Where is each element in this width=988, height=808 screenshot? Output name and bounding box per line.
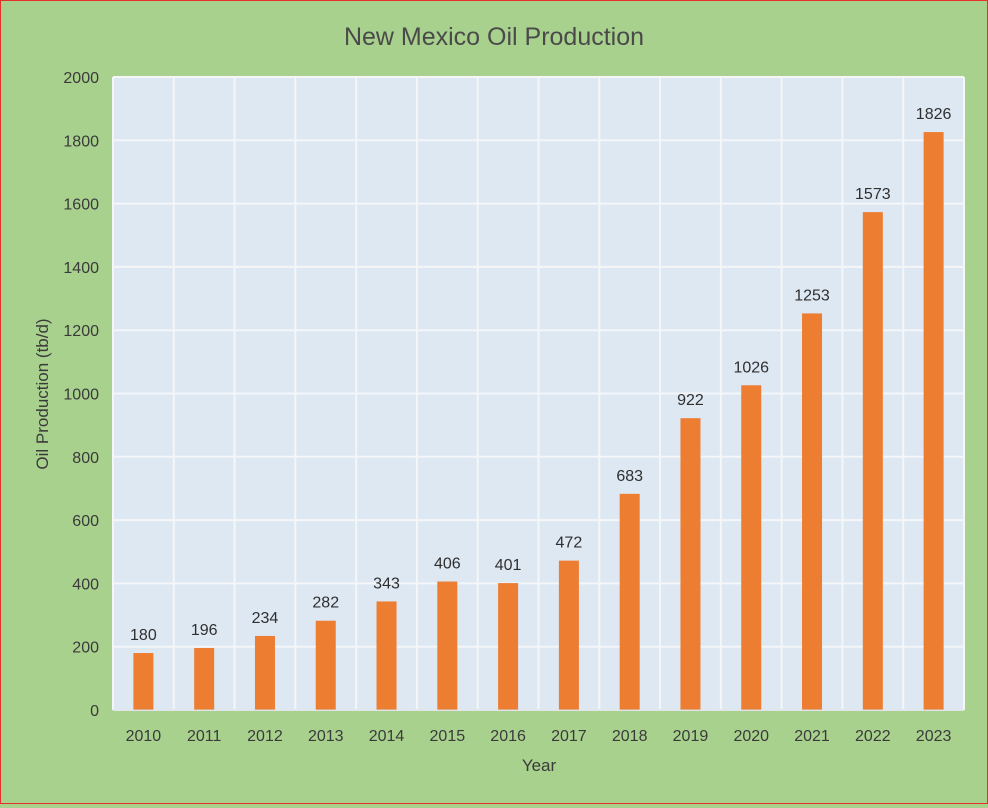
data-label-2022: 1573 — [855, 186, 891, 203]
data-label-2011: 196 — [191, 622, 218, 639]
x-tick-label: 2019 — [673, 728, 709, 745]
y-tick-label: 0 — [90, 703, 99, 720]
data-labels: 180 196 234 282 343 406 401 472 683 922 1026 1253 15… — [130, 106, 951, 644]
chart-title: New Mexico Oil Production — [344, 23, 644, 51]
x-tick-label: 2013 — [308, 728, 344, 745]
bar-2014 — [376, 601, 397, 710]
x-tick-label: 2014 — [369, 728, 405, 745]
data-label-2021: 1253 — [794, 287, 830, 304]
y-tick-label: 1600 — [63, 197, 99, 214]
y-tick-label: 400 — [72, 576, 99, 593]
bar-2011 — [194, 647, 215, 710]
bar-2023 — [923, 132, 944, 711]
x-tick-label: 2020 — [733, 728, 769, 745]
y-axis-ticks: 0 200 400 600 800 1000 1200 1400 1600 1800 2000 — [63, 70, 99, 720]
data-label-2017: 472 — [556, 535, 583, 552]
bars — [133, 132, 944, 711]
bar-2010 — [133, 653, 154, 710]
x-tick-label: 2012 — [247, 728, 283, 745]
bar-2019 — [680, 418, 701, 710]
y-tick-label: 200 — [72, 640, 99, 657]
data-label-2014: 343 — [373, 575, 400, 592]
x-tick-label: 2018 — [612, 728, 648, 745]
gridlines — [112, 76, 965, 711]
bar-2021 — [802, 313, 823, 710]
data-label-2019: 922 — [677, 392, 704, 409]
data-label-2023: 1826 — [916, 106, 952, 123]
bar-2015 — [437, 581, 458, 710]
y-tick-label: 800 — [72, 450, 99, 467]
x-tick-label: 2011 — [187, 728, 222, 745]
y-axis-title: Oil Production (tb/d) — [33, 318, 52, 469]
data-label-2016: 401 — [495, 557, 522, 574]
x-tick-label: 2022 — [855, 728, 891, 745]
data-label-2012: 234 — [252, 610, 279, 627]
bar-2012 — [254, 635, 275, 710]
y-tick-label: 1000 — [63, 387, 99, 404]
data-label-2010: 180 — [130, 627, 157, 644]
data-label-2020: 1026 — [733, 359, 769, 376]
x-axis-ticks: 2010 2011 2012 2013 2014 2015 2016 2017 2018 2019… — [126, 728, 952, 745]
bar-2020 — [741, 385, 762, 710]
x-tick-label: 2023 — [916, 728, 952, 745]
x-tick-label: 2021 — [794, 728, 830, 745]
y-tick-label: 1200 — [63, 323, 99, 340]
y-tick-label: 2000 — [63, 70, 99, 87]
bar-2017 — [558, 560, 579, 710]
y-tick-label: 600 — [72, 513, 99, 530]
x-tick-label: 2015 — [430, 728, 466, 745]
y-tick-label: 1800 — [63, 133, 99, 150]
x-axis-title: Year — [522, 756, 557, 775]
data-label-2018: 683 — [616, 468, 643, 485]
x-tick-label: 2017 — [551, 728, 587, 745]
bar-2018 — [619, 493, 640, 710]
bar-2016 — [498, 583, 519, 710]
x-tick-label: 2010 — [126, 728, 162, 745]
y-tick-label: 1400 — [63, 260, 99, 277]
data-label-2013: 282 — [312, 595, 339, 612]
x-tick-label: 2016 — [490, 728, 526, 745]
bar-2013 — [315, 620, 336, 710]
data-label-2015: 406 — [434, 556, 461, 573]
bar-2022 — [862, 212, 883, 710]
